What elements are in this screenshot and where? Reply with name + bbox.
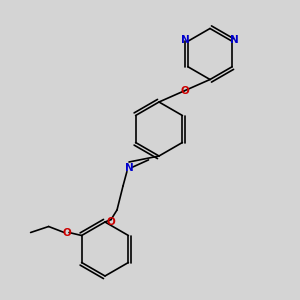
Text: O: O (180, 86, 189, 96)
Text: O: O (106, 217, 116, 227)
Text: N: N (124, 163, 134, 173)
Text: O: O (62, 227, 71, 238)
Text: N: N (230, 35, 239, 45)
Text: N: N (181, 35, 190, 45)
